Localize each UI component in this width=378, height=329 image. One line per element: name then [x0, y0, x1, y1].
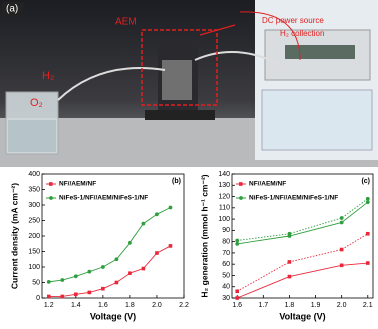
point [100, 265, 105, 269]
x-tick-label: 1.8 [125, 302, 135, 309]
x-tick-label: 2.0 [152, 302, 162, 309]
y-tick-label: 100 [218, 216, 230, 223]
photo: (a) AEM DC power source H₂ collection O₂… [0, 0, 378, 167]
x-tick-label: 1.4 [71, 302, 81, 309]
y-tick-label: 30 [222, 295, 230, 302]
y-tick-label: 120 [218, 193, 230, 200]
series-line [48, 207, 171, 283]
point [60, 278, 65, 282]
y-axis-label: Current density (mA cm⁻²) [9, 183, 19, 289]
point [365, 196, 370, 201]
point [74, 292, 78, 297]
point [141, 221, 146, 226]
point [339, 216, 344, 220]
series-line [237, 198, 369, 241]
x-tick-label: 1.7 [258, 302, 268, 309]
point [46, 294, 51, 299]
point [155, 251, 159, 255]
legend-marker [49, 196, 53, 200]
y-tick-label: 100 [28, 264, 40, 271]
point [365, 200, 370, 205]
x-tick-label: 1.8 [285, 302, 295, 309]
point [287, 274, 292, 279]
legend-marker [239, 196, 243, 200]
y-tick-label: 130 [218, 182, 230, 189]
legend-marker [239, 182, 243, 186]
legend-label: NiFeS-1/NF//AEM/NiFeS-1/NF [59, 195, 148, 202]
x-axis-label: Voltage (V) [90, 311, 136, 321]
y-tick-label: 90 [222, 227, 230, 234]
x-tick-label: 2.0 [337, 302, 347, 309]
point [155, 212, 159, 217]
y-tick-label: 110 [219, 205, 230, 212]
y-tick-label: 350 [28, 186, 40, 193]
legend-label: NF//AEM/NF [249, 181, 286, 188]
point [339, 220, 344, 225]
photo-label: O₂ [30, 97, 43, 109]
panel-label: (a) [6, 4, 18, 15]
point [339, 247, 344, 252]
y-tick-label: 150 [28, 248, 40, 255]
plot-frame [231, 173, 374, 299]
x-tick-label: 1.6 [98, 302, 108, 309]
point [168, 244, 173, 248]
panel-label: (c) [361, 178, 370, 185]
point [141, 266, 146, 271]
point [46, 279, 51, 284]
point [235, 238, 240, 243]
y-axis-label: H₂ generation (mmol h⁻¹ cm⁻²) [199, 174, 209, 297]
point [128, 240, 132, 245]
point [235, 296, 240, 300]
x-tick-label: 1.6 [232, 302, 242, 309]
point [87, 269, 92, 274]
point [73, 274, 78, 279]
y-tick-label: 400 [28, 171, 40, 178]
series-line [48, 245, 171, 297]
y-tick-label: 80 [222, 238, 230, 245]
y-tick-label: 250 [28, 217, 40, 224]
series-line [237, 201, 369, 245]
point [235, 289, 240, 294]
x-tick-label: 1.9 [311, 302, 321, 309]
x-tick-label: 2.2 [179, 302, 189, 309]
photo-label: DC power source [262, 16, 324, 25]
legend-label: NF//AEM/NF [59, 181, 96, 188]
point [114, 280, 119, 285]
series-line [237, 262, 368, 299]
point [287, 260, 292, 264]
point [60, 294, 65, 299]
y-tick-label: 0 [36, 295, 40, 302]
y-tick-label: 40 [222, 284, 230, 291]
y-tick-label: 140 [218, 171, 230, 178]
point [287, 231, 292, 236]
y-tick-label: 300 [28, 202, 40, 209]
photo-label: H₂ [42, 70, 54, 82]
y-tick-label: 60 [222, 261, 230, 268]
x-axis-label: Voltage (V) [279, 311, 325, 321]
x-tick-label: 2.1 [363, 302, 373, 309]
plot-frame [41, 173, 185, 299]
y-tick-label: 50 [32, 279, 40, 286]
legend-marker [49, 182, 53, 186]
y-tick-label: 200 [28, 233, 40, 240]
x-tick-label: 1.2 [44, 302, 54, 309]
point [235, 241, 240, 246]
point [87, 290, 92, 295]
point [101, 286, 105, 291]
y-tick-label: 50 [222, 272, 230, 279]
photo-label: AEM [115, 17, 137, 28]
point [168, 205, 173, 210]
point [128, 271, 132, 275]
legend-label: NiFeS-1/NF//AEM/NiFeS-1/NF [249, 195, 338, 202]
y-tick-label: 70 [222, 250, 230, 257]
point [339, 263, 344, 268]
panel-label: (b) [172, 178, 181, 185]
photo-label: H₂ collection [280, 29, 324, 38]
point [365, 231, 370, 236]
point [114, 257, 119, 262]
point [365, 261, 370, 265]
